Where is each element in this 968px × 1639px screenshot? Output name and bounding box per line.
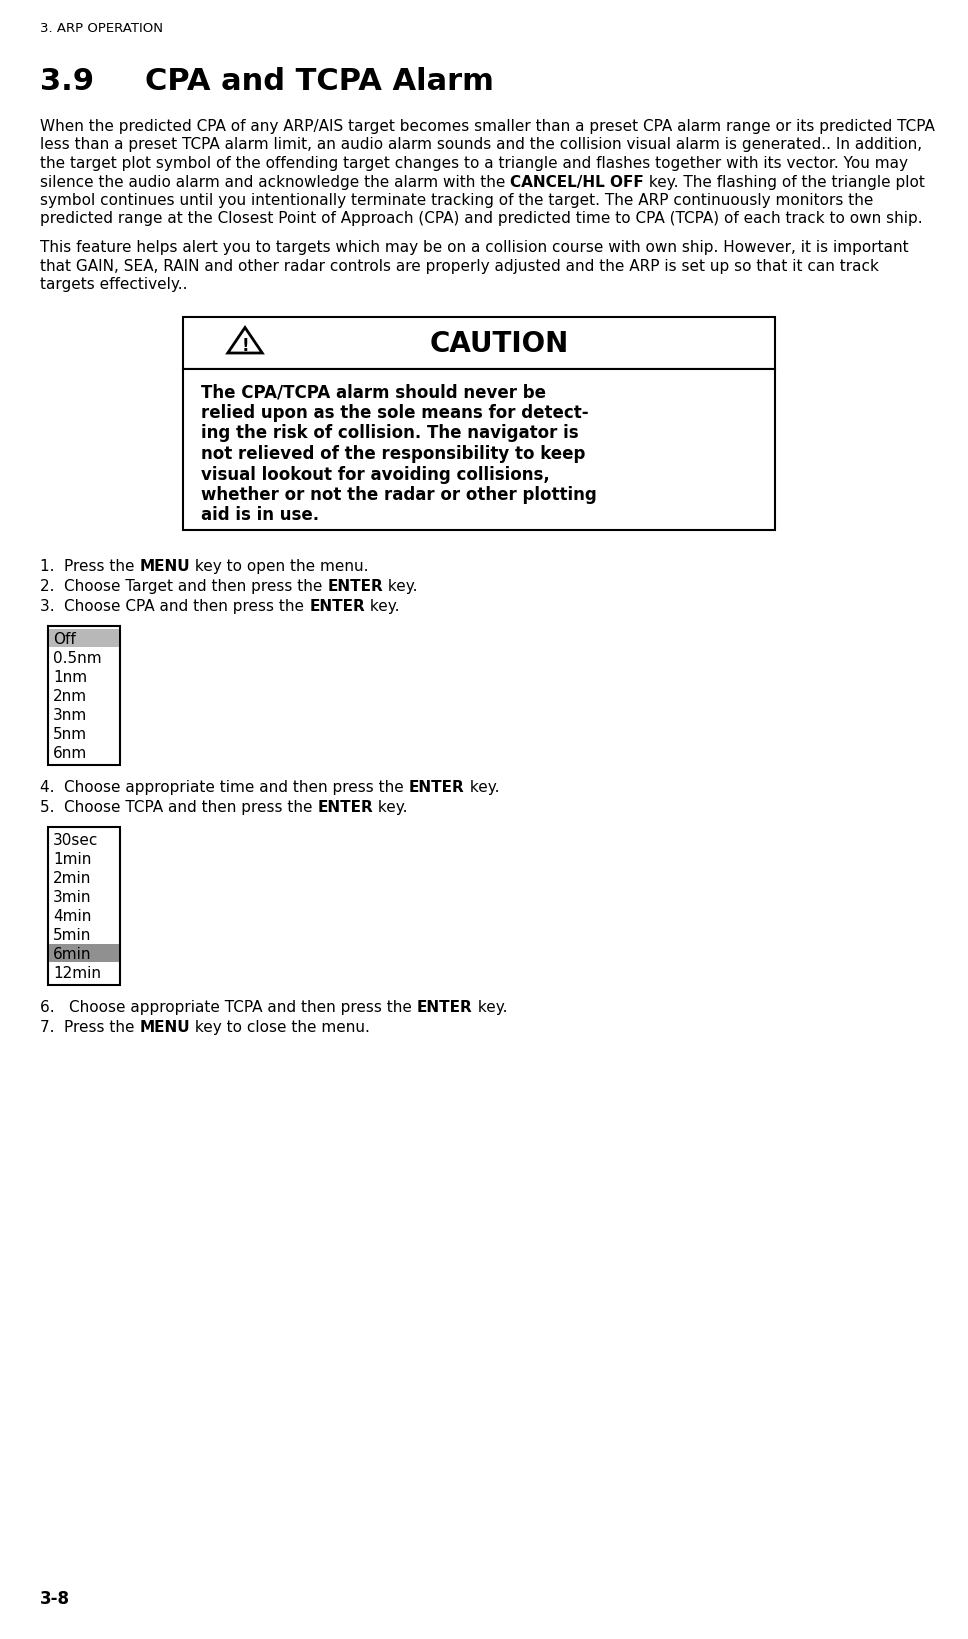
Text: 4min: 4min (53, 908, 91, 923)
Text: 30sec: 30sec (53, 833, 99, 847)
Text: CANCEL/HL OFF: CANCEL/HL OFF (510, 174, 644, 190)
Text: Choose Target and then press the: Choose Target and then press the (64, 579, 327, 593)
Text: 3. ARP OPERATION: 3. ARP OPERATION (40, 21, 163, 34)
Text: 2.: 2. (40, 579, 64, 593)
Text: key to close the menu.: key to close the menu. (191, 1019, 370, 1034)
Text: less than a preset TCPA alarm limit, an audio alarm sounds and the collision vis: less than a preset TCPA alarm limit, an … (40, 138, 923, 152)
FancyBboxPatch shape (49, 944, 119, 962)
Text: 2min: 2min (53, 870, 91, 885)
Text: key.: key. (465, 780, 499, 795)
Text: CPA and TCPA Alarm: CPA and TCPA Alarm (145, 67, 494, 97)
Text: The CPA/TCPA alarm should never be: The CPA/TCPA alarm should never be (201, 384, 546, 402)
Text: 6min: 6min (53, 946, 92, 962)
Text: 1nm: 1nm (53, 670, 87, 685)
Text: Press the: Press the (64, 559, 139, 574)
Text: Choose appropriate TCPA and then press the: Choose appropriate TCPA and then press t… (70, 1000, 417, 1015)
Text: ENTER: ENTER (318, 800, 374, 815)
FancyBboxPatch shape (48, 828, 120, 985)
Text: key.: key. (374, 800, 408, 815)
Text: key. The flashing of the triangle plot: key. The flashing of the triangle plot (644, 174, 924, 190)
Text: Choose TCPA and then press the: Choose TCPA and then press the (64, 800, 318, 815)
Text: MENU: MENU (139, 1019, 191, 1034)
Text: silence the audio alarm and acknowledge the alarm with the: silence the audio alarm and acknowledge … (40, 174, 510, 190)
Text: 1.: 1. (40, 559, 64, 574)
Text: 5nm: 5nm (53, 726, 87, 741)
Text: ENTER: ENTER (408, 780, 465, 795)
Text: key.: key. (472, 1000, 507, 1015)
Text: key.: key. (365, 598, 400, 613)
Text: 2nm: 2nm (53, 688, 87, 703)
Text: aid is in use.: aid is in use. (201, 506, 319, 524)
FancyBboxPatch shape (49, 629, 119, 647)
FancyBboxPatch shape (183, 369, 775, 531)
Text: predicted range at the Closest Point of Approach (CPA) and predicted time to CPA: predicted range at the Closest Point of … (40, 211, 923, 226)
Text: visual lookout for avoiding collisions,: visual lookout for avoiding collisions, (201, 465, 550, 484)
Text: 1min: 1min (53, 852, 91, 867)
Text: relied upon as the sole means for detect-: relied upon as the sole means for detect… (201, 403, 589, 421)
Text: ENTER: ENTER (327, 579, 383, 593)
Text: Choose CPA and then press the: Choose CPA and then press the (65, 598, 309, 613)
Text: Choose appropriate time and then press the: Choose appropriate time and then press t… (64, 780, 408, 795)
Text: ENTER: ENTER (417, 1000, 472, 1015)
Text: key to open the menu.: key to open the menu. (191, 559, 369, 574)
Text: key.: key. (383, 579, 418, 593)
Text: This feature helps alert you to targets which may be on a collision course with : This feature helps alert you to targets … (40, 239, 909, 254)
Text: symbol continues until you intentionally terminate tracking of the target. The A: symbol continues until you intentionally… (40, 193, 873, 208)
Text: 7.: 7. (40, 1019, 64, 1034)
Text: whether or not the radar or other plotting: whether or not the radar or other plotti… (201, 485, 596, 503)
Text: targets effectively..: targets effectively.. (40, 277, 188, 292)
Text: 4.: 4. (40, 780, 64, 795)
Text: 3min: 3min (53, 890, 92, 905)
Text: !: ! (241, 336, 249, 354)
Text: 5min: 5min (53, 928, 91, 942)
Text: MENU: MENU (139, 559, 191, 574)
Text: 3.9: 3.9 (40, 67, 94, 97)
Text: Press the: Press the (64, 1019, 139, 1034)
Text: 12min: 12min (53, 965, 101, 980)
FancyBboxPatch shape (183, 318, 775, 369)
Text: that GAIN, SEA, RAIN and other radar controls are properly adjusted and the ARP : that GAIN, SEA, RAIN and other radar con… (40, 259, 879, 274)
Text: 3.: 3. (40, 598, 65, 613)
Text: ENTER: ENTER (309, 598, 365, 613)
Text: 3nm: 3nm (53, 708, 87, 723)
FancyBboxPatch shape (48, 626, 120, 765)
Text: 0.5nm: 0.5nm (53, 651, 102, 665)
Text: Off: Off (53, 631, 76, 647)
Text: not relieved of the responsibility to keep: not relieved of the responsibility to ke… (201, 444, 586, 462)
Text: ing the risk of collision. The navigator is: ing the risk of collision. The navigator… (201, 425, 579, 443)
Text: 3-8: 3-8 (40, 1590, 70, 1606)
Text: 5.: 5. (40, 800, 64, 815)
Text: CAUTION: CAUTION (430, 329, 568, 357)
Text: 6.: 6. (40, 1000, 70, 1015)
Text: 6nm: 6nm (53, 746, 87, 760)
Text: the target plot symbol of the offending target changes to a triangle and flashes: the target plot symbol of the offending … (40, 156, 908, 170)
Text: When the predicted CPA of any ARP/AIS target becomes smaller than a preset CPA a: When the predicted CPA of any ARP/AIS ta… (40, 120, 935, 134)
